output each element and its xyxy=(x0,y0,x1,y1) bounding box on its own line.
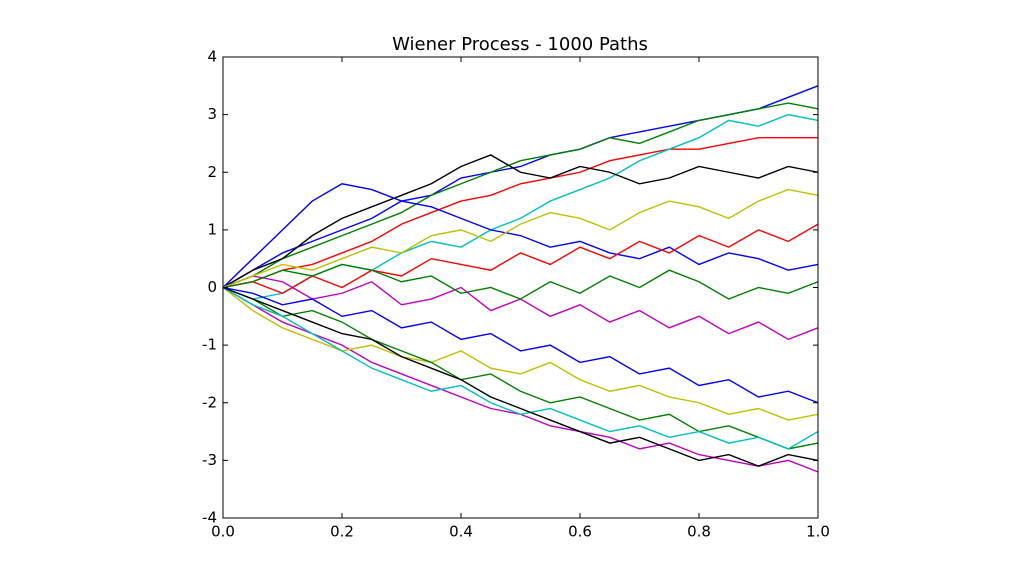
y-tick-label: 3 xyxy=(207,105,217,123)
path-line xyxy=(222,154,819,289)
y-tick-label: 0 xyxy=(207,278,217,296)
y-tick-label: -3 xyxy=(202,451,217,469)
path-line xyxy=(222,102,819,289)
y-tick-label: 1 xyxy=(207,220,217,238)
path-line xyxy=(222,286,819,450)
path-line xyxy=(222,188,819,289)
x-tick-label: 0.8 xyxy=(687,523,711,541)
path-line xyxy=(222,113,819,300)
y-tick-label: -4 xyxy=(202,509,217,527)
x-tick-label: 0.0 xyxy=(211,523,235,541)
plot-frame xyxy=(222,56,819,519)
path-line xyxy=(222,85,819,289)
y-tick-label: 2 xyxy=(207,163,217,181)
y-tick-label: -1 xyxy=(202,336,217,354)
path-line xyxy=(222,136,818,289)
x-tick-label: 0.6 xyxy=(568,523,592,541)
path-line xyxy=(222,223,819,295)
path-line xyxy=(222,275,819,341)
path-line xyxy=(222,286,819,467)
x-tick-label: 0.2 xyxy=(330,523,354,541)
y-tick-label: -2 xyxy=(202,393,217,411)
x-tick-label: 1.0 xyxy=(806,523,830,541)
path-line xyxy=(222,286,819,450)
x-tick-label: 0.4 xyxy=(449,523,473,541)
y-tick-label: 4 xyxy=(207,48,217,66)
path-line xyxy=(222,183,819,289)
path-line xyxy=(222,286,819,404)
chart-title: Wiener Process - 1000 Paths xyxy=(392,34,648,55)
path-line xyxy=(222,286,819,421)
path-line xyxy=(222,263,819,300)
